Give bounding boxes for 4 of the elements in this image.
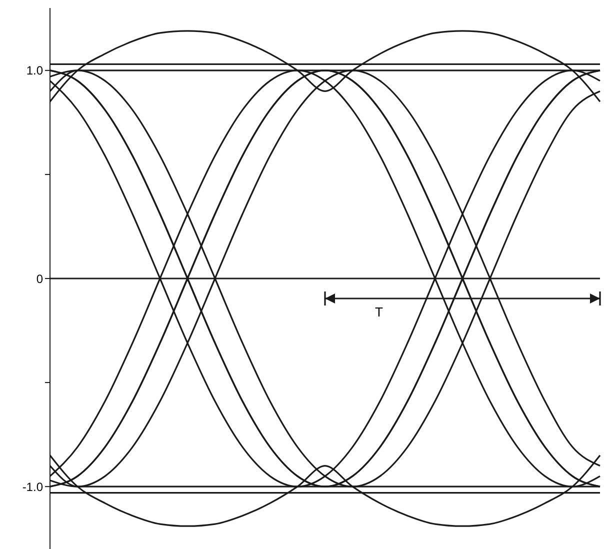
y-tick-label: -1.0: [22, 480, 44, 494]
annotation: T: [375, 304, 383, 320]
y-tick-label: 0: [36, 272, 44, 286]
y-tick-label: 1.0: [26, 64, 44, 78]
